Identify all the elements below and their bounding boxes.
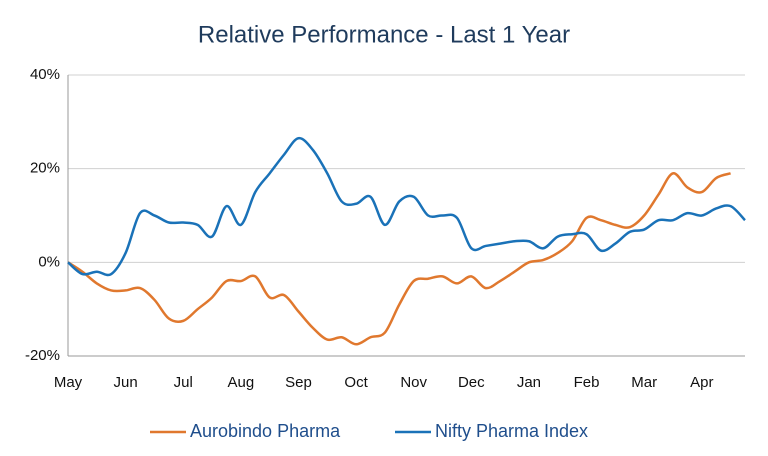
line-series xyxy=(67,136,746,277)
y-tick-label: -20% xyxy=(25,347,60,364)
legend-label: Aurobindo Pharma xyxy=(190,421,341,441)
chart-title: Relative Performance - Last 1 Year xyxy=(198,21,570,48)
x-tick-label: Mar xyxy=(631,374,657,391)
y-tick-label: 20% xyxy=(30,160,60,177)
x-tick-label: Jul xyxy=(174,374,193,391)
x-tick-label: May xyxy=(54,374,83,391)
line-series xyxy=(67,172,731,346)
x-tick-label: Dec xyxy=(458,374,485,391)
x-tick-label: Oct xyxy=(344,374,368,391)
x-tick-label: Aug xyxy=(227,374,254,391)
legend-label: Nifty Pharma Index xyxy=(435,421,588,441)
y-tick-label: 40% xyxy=(30,66,60,83)
x-tick-label: Sep xyxy=(285,374,312,391)
y-tick-label: 0% xyxy=(38,253,60,270)
x-tick-label: Nov xyxy=(400,374,427,391)
x-tick-label: Apr xyxy=(690,374,713,391)
x-tick-label: Feb xyxy=(574,374,600,391)
x-tick-label: Jan xyxy=(517,374,541,391)
x-tick-label: Jun xyxy=(114,374,138,391)
